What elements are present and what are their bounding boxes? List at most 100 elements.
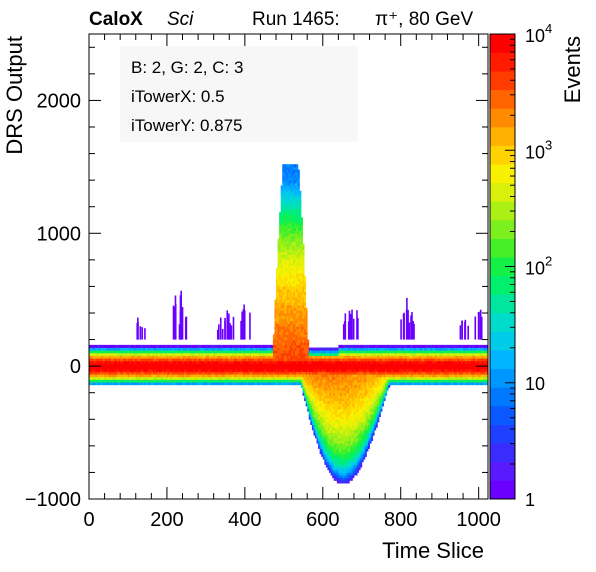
heatmap-cell <box>291 286 294 290</box>
heatmap-cell <box>226 382 229 386</box>
heatmap-cell <box>364 429 367 433</box>
heatmap-cell <box>364 427 367 431</box>
heatmap-cell <box>325 443 328 447</box>
heatmap-cell <box>291 267 294 271</box>
heatmap-cell <box>131 379 134 383</box>
heatmap-cell <box>302 339 305 343</box>
heatmap-cell <box>299 262 302 266</box>
heatmap-cell <box>288 225 291 229</box>
heatmap-cell <box>353 451 356 455</box>
heatmap-cell <box>268 374 271 378</box>
heatmap-cell <box>286 238 289 242</box>
heatmap-cell <box>209 376 211 380</box>
heatmap-cell <box>280 336 283 340</box>
heatmap-cell <box>324 432 327 436</box>
heatmap-cell <box>149 347 152 351</box>
heatmap-cell <box>185 382 188 386</box>
heatmap-cell <box>339 469 342 473</box>
heatmap-cell <box>319 384 322 388</box>
heatmap-cell <box>316 374 319 378</box>
heatmap-cell <box>360 350 363 354</box>
heatmap-cell <box>355 347 358 351</box>
heatmap-cell <box>291 342 294 346</box>
heatmap-cell <box>265 350 268 354</box>
heatmap-cell <box>336 435 339 439</box>
heatmap-cell <box>286 344 289 348</box>
heatmap-cell <box>293 180 296 184</box>
heatmap-cell <box>321 395 324 399</box>
heatmap-cell <box>93 358 96 362</box>
heatmap-cell <box>283 368 286 372</box>
heatmap-cell <box>360 448 363 452</box>
heatmap-cell <box>349 440 352 444</box>
heatmap-cell <box>333 424 336 428</box>
heatmap-cell <box>333 411 336 415</box>
heatmap-cell <box>98 368 101 372</box>
heatmap-cell <box>296 323 299 327</box>
heatmap-cell <box>101 360 104 364</box>
heatmap-cell <box>244 382 247 386</box>
heatmap-cell <box>322 392 325 396</box>
heatmap-cell <box>297 358 300 362</box>
heatmap-cell <box>179 352 182 356</box>
heatmap-cell <box>297 185 300 189</box>
heatmap-cell <box>115 376 118 380</box>
heatmap-cell <box>109 350 112 354</box>
heatmap-cell <box>282 342 285 346</box>
heatmap-cell <box>315 403 317 407</box>
heatmap-cell <box>140 379 143 383</box>
heatmap-cell <box>120 371 123 375</box>
heatmap-cell <box>327 379 330 383</box>
heatmap-cell <box>361 416 364 420</box>
heatmap-cell <box>286 267 289 271</box>
heatmap-cell <box>329 387 331 391</box>
heatmap-cell <box>255 355 258 359</box>
heatmap-cell <box>141 379 144 383</box>
heatmap-cell <box>283 249 286 253</box>
heatmap-cell <box>364 392 367 396</box>
heatmap-cell <box>263 347 266 351</box>
heatmap-cell <box>237 355 240 359</box>
heatmap-cell <box>341 437 344 441</box>
heatmap-cell <box>349 408 352 412</box>
heatmap-cell <box>318 352 321 356</box>
heatmap-cell <box>258 382 261 386</box>
heatmap-cell <box>90 379 93 383</box>
heatmap-cell <box>224 347 227 351</box>
heatmap-cell <box>296 201 299 205</box>
heatmap-cell <box>235 355 238 359</box>
heatmap-cell <box>107 379 110 383</box>
heatmap-cell <box>218 358 221 362</box>
heatmap-cell <box>280 344 283 348</box>
heatmap-cell <box>300 310 303 314</box>
heatmap-cell <box>201 344 204 348</box>
heatmap-cell <box>212 347 215 351</box>
heatmap-cell <box>347 347 350 351</box>
heatmap-cell <box>138 376 141 380</box>
heatmap-cell <box>311 382 314 386</box>
heatmap-cell <box>89 360 91 364</box>
heatmap-cell <box>296 204 299 208</box>
heatmap-cell <box>339 408 342 412</box>
heatmap-cell <box>279 265 282 269</box>
heatmap-cell <box>297 310 300 314</box>
heatmap-cell <box>190 355 193 359</box>
heatmap-cell <box>152 374 155 378</box>
heatmap-cell <box>304 286 307 290</box>
heatmap-cell <box>353 419 356 423</box>
heatmap-cell <box>165 371 168 375</box>
heatmap-cell <box>252 352 255 356</box>
heatmap-cell <box>117 344 120 348</box>
heatmap-cell <box>98 355 101 359</box>
heatmap-cell <box>288 344 291 348</box>
heatmap-cell <box>305 387 308 391</box>
heatmap-cell <box>297 294 300 298</box>
heatmap-cell <box>212 358 215 362</box>
heatmap-cell <box>235 358 238 362</box>
heatmap-cell <box>364 384 367 388</box>
heatmap-cell <box>366 440 369 444</box>
heatmap-cell <box>185 376 188 380</box>
heatmap-cell <box>335 421 338 425</box>
heatmap-cell <box>210 376 213 380</box>
heatmap-cell <box>179 368 182 372</box>
